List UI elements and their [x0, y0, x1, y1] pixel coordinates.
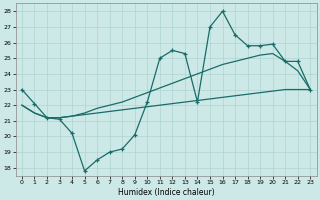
X-axis label: Humidex (Indice chaleur): Humidex (Indice chaleur)	[118, 188, 214, 197]
